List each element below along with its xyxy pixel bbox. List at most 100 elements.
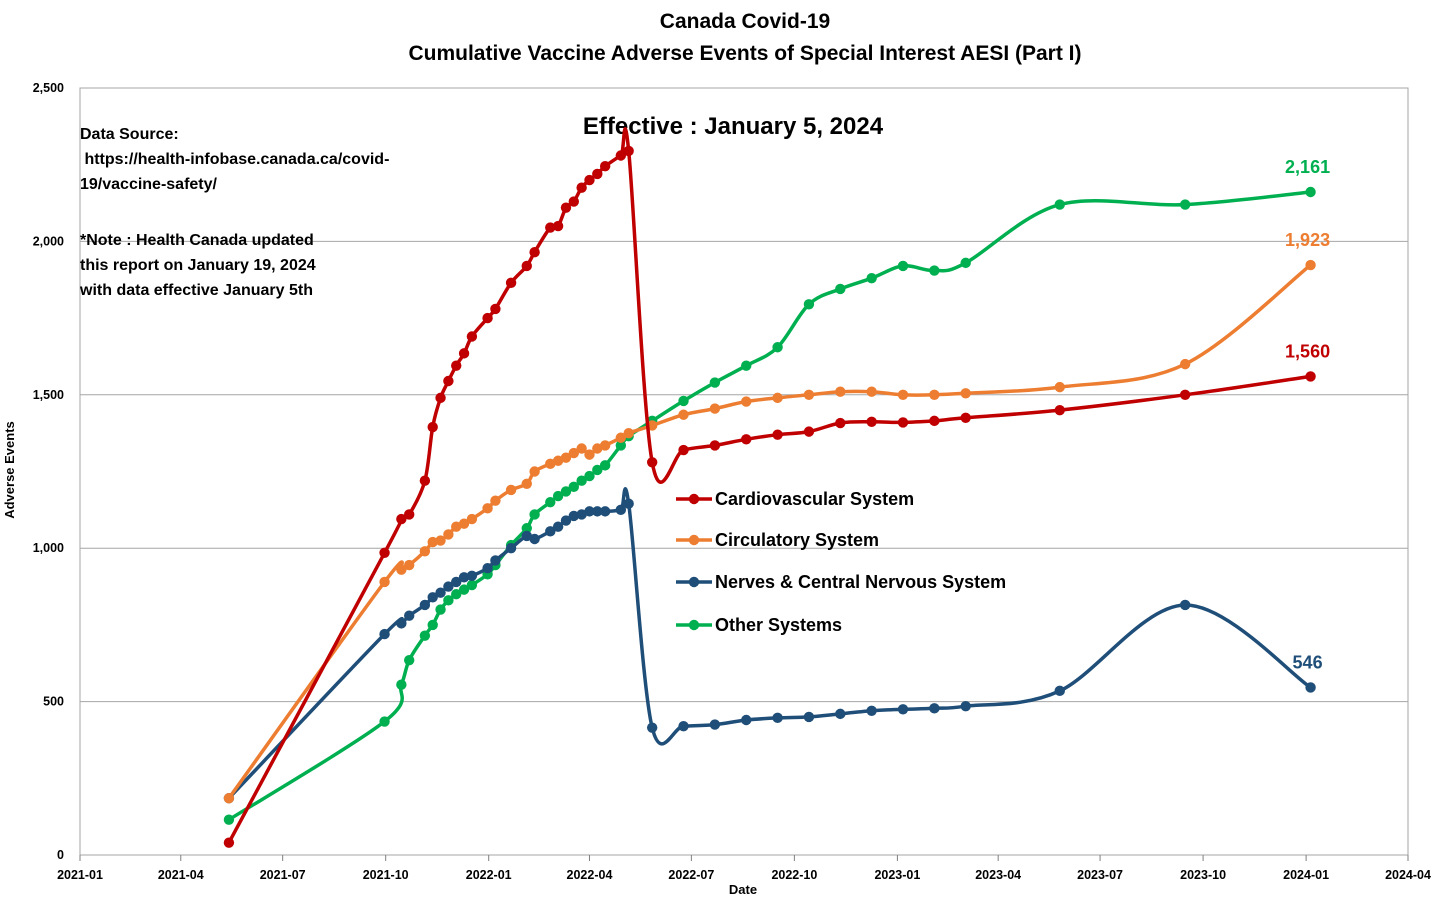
data-point (458, 348, 470, 359)
note-line: Data Source: (80, 126, 179, 143)
data-point (803, 426, 815, 437)
note-line: 19/vaccine-safety/ (80, 176, 218, 193)
x-tick-label: 2022-04 (567, 868, 613, 882)
data-point (929, 389, 940, 400)
data-point (584, 470, 595, 482)
data-point (552, 455, 564, 466)
data-point (560, 515, 572, 526)
end-value-label-other-systems: 2,161 (1285, 157, 1330, 177)
data-point (741, 360, 752, 371)
data-point (897, 704, 909, 715)
end-value-label-cardiovascular-system: 1,560 (1285, 341, 1330, 361)
y-tick-label: 0 (57, 848, 64, 862)
data-point (435, 535, 446, 546)
data-point (623, 145, 634, 157)
plot-area (79, 87, 1409, 856)
data-point (379, 716, 390, 727)
data-point (576, 509, 587, 520)
data-point (427, 421, 438, 433)
data-point (443, 529, 454, 540)
note-line: *Note : Health Canada updated (80, 232, 314, 249)
x-tick-label: 2023-04 (975, 868, 1021, 882)
data-point (741, 396, 752, 407)
data-point (419, 599, 431, 611)
data-point (490, 303, 501, 315)
data-point (803, 299, 815, 310)
data-point (443, 375, 454, 387)
data-point (1179, 358, 1191, 370)
x-axis: 2021-01 2021-04 2021-07 2021-10 2022-01 2022-… (57, 855, 1431, 882)
legend-label: Nerves & Central Nervous System (715, 572, 1006, 592)
data-point (803, 389, 815, 400)
data-point (678, 720, 689, 732)
data-point (466, 513, 478, 525)
data-point (960, 701, 971, 712)
data-point (490, 555, 501, 566)
data-point (1179, 199, 1191, 210)
data-point (443, 581, 454, 592)
x-tick-label: 2021-07 (260, 868, 306, 882)
note-line: this report on January 19, 2024 (80, 257, 316, 274)
data-point (1179, 599, 1191, 611)
data-point (521, 478, 532, 489)
data-point (427, 592, 438, 603)
legend-item-circulatory-system: Circulatory System (676, 530, 879, 550)
data-point (396, 618, 407, 629)
data-point (552, 220, 564, 232)
data-point (803, 711, 815, 723)
data-point (545, 222, 556, 233)
data-point (560, 452, 572, 463)
legend-swatch-marker (688, 493, 700, 505)
data-point (427, 619, 438, 631)
data-point (396, 513, 407, 525)
legend-swatch-marker (688, 534, 700, 546)
data-point (419, 475, 431, 486)
data-point (835, 283, 846, 295)
y-axis: 0 500 1,000 1,500 2,000 2,500 (33, 81, 64, 862)
data-point (482, 562, 493, 574)
data-point (521, 523, 532, 534)
data-point (505, 484, 517, 496)
data-point (929, 415, 940, 427)
y-axis-label: Adverse Events (2, 421, 17, 519)
data-point (568, 481, 580, 493)
legend-label: Cardiovascular System (715, 489, 914, 509)
note-line: with data effective January 5th (79, 282, 313, 299)
data-point (741, 714, 752, 726)
data-point (529, 466, 540, 477)
legend-label: Circulatory System (715, 530, 879, 550)
data-point (897, 389, 909, 400)
data-point (451, 589, 462, 600)
data-point (1305, 682, 1316, 693)
data-point (568, 447, 580, 459)
end-value-label-nerves-central-nervous-system: 546 (1293, 652, 1323, 672)
data-point (529, 509, 540, 520)
series-nerves-central-nervous-system (223, 487, 1316, 804)
data-point (529, 246, 540, 258)
data-source-note: Data Source: https://health-infobase.can… (80, 126, 389, 193)
data-point (623, 498, 634, 509)
legend-swatch-marker (688, 576, 700, 588)
chart-title: Canada Covid-19 (660, 10, 830, 33)
legend-item-other-systems: Other Systems (676, 615, 842, 635)
data-point (599, 460, 611, 471)
x-tick-label: 2021-01 (57, 868, 103, 882)
series-lines (223, 127, 1316, 848)
data-point (960, 412, 971, 424)
data-point (615, 440, 627, 451)
series-cardiovascular-system (223, 127, 1316, 848)
data-point (404, 559, 415, 571)
x-tick-label: 2021-04 (158, 868, 204, 882)
data-point (427, 536, 438, 548)
x-tick-label: 2021-10 (363, 868, 409, 882)
data-point (404, 509, 415, 520)
series-other-systems (223, 186, 1316, 825)
data-point (897, 260, 909, 272)
data-point (545, 496, 556, 508)
note-line: https://health-infobase.canada.ca/covid- (80, 151, 389, 168)
data-point (646, 722, 658, 733)
data-point (223, 837, 235, 848)
y-tick-label: 500 (43, 695, 64, 709)
data-point (584, 506, 595, 517)
data-point (482, 503, 493, 514)
